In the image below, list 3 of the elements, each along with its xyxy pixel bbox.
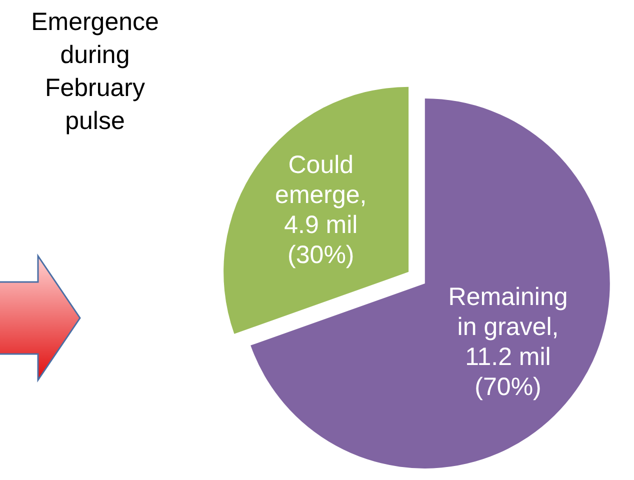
slice-label: Could emerge, 4.9 mil (30%) (275, 151, 367, 270)
slice-label: Remaining in gravel, 11.2 mil (70%) (448, 283, 568, 402)
chart-title: Emergence during February pulse (31, 8, 159, 135)
